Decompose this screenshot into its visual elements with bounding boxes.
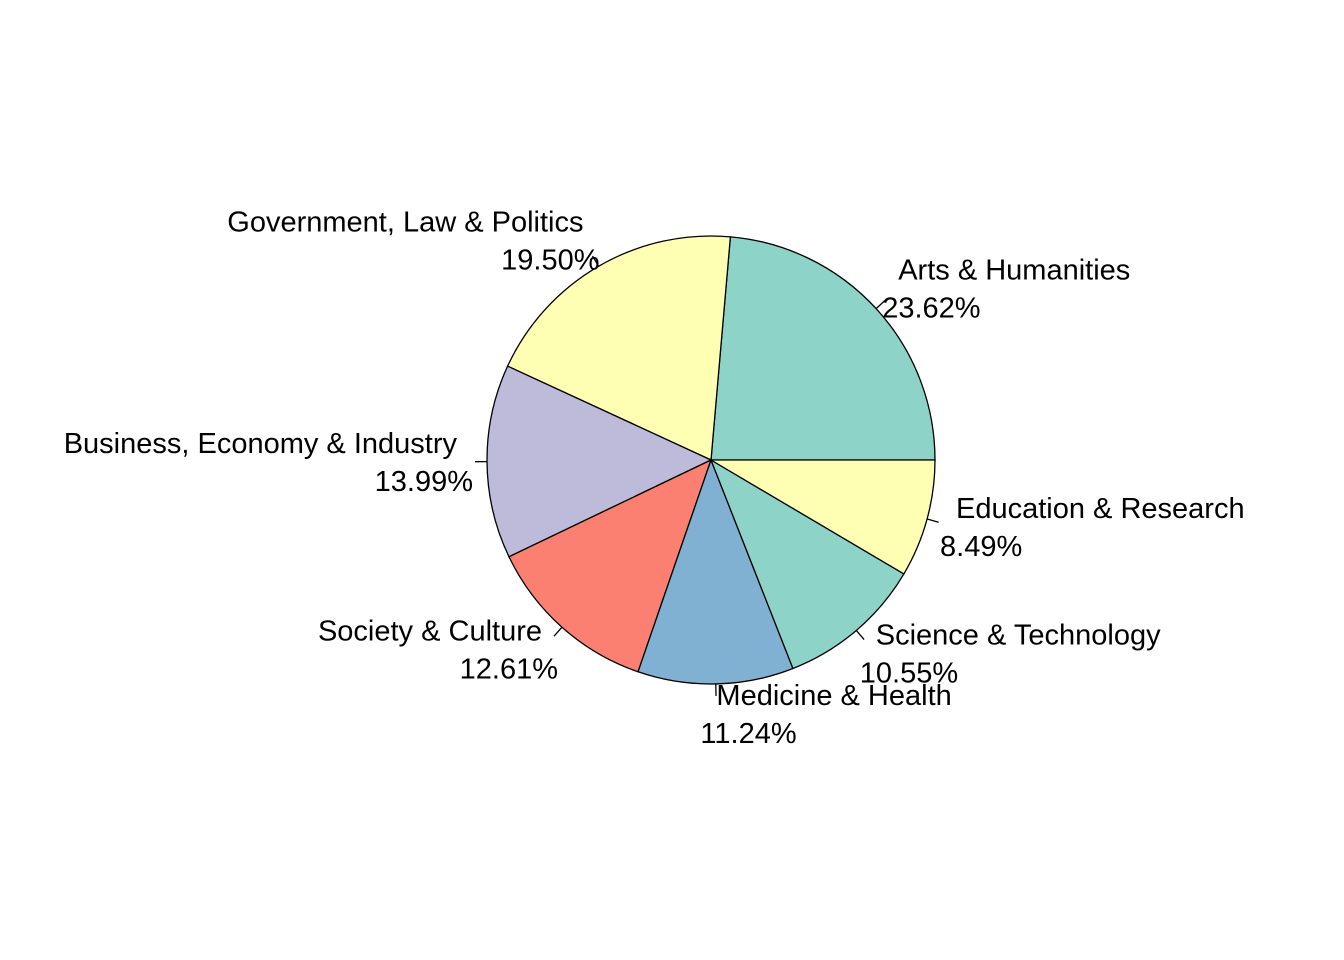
pie-tick-society-and-culture xyxy=(553,626,563,637)
pie-label-category: Business, Economy & Industry xyxy=(64,428,458,460)
pie-label-percent: 10.55% xyxy=(860,657,958,689)
pie-label-category: Science & Technology xyxy=(876,619,1161,651)
pie-tick-education-and-research xyxy=(926,518,939,523)
pie-label-percent: 8.49% xyxy=(940,531,1022,563)
pie-label-percent: 19.50% xyxy=(501,244,599,276)
pie-slice-medicine-and-health xyxy=(637,458,794,685)
pie-label-science-and-technology: Science & Technology 10.55% xyxy=(860,619,1161,689)
pie-label-arts-and-humanities: Arts & Humanities 23.62% xyxy=(882,254,1130,324)
pie-label-ticks xyxy=(475,255,939,696)
pie-label-category: Government, Law & Politics xyxy=(227,206,583,238)
pie-label-percent: 12.61% xyxy=(460,654,558,686)
pie-label-percent: 23.62% xyxy=(882,292,980,324)
pie-label-category: Education & Research xyxy=(956,493,1245,525)
pie-label-category: Society & Culture xyxy=(318,616,542,648)
pie-label-category: Medicine & Health xyxy=(716,680,951,712)
pie-slices xyxy=(486,235,936,685)
pie-slice-education-and-research xyxy=(708,459,936,575)
pie-label-percent: 13.99% xyxy=(375,466,473,498)
pie-label-government-law-and-politics: Government, Law & Politics 19.50% xyxy=(227,206,599,276)
pie-label-society-and-culture: Society & Culture 12.61% xyxy=(318,616,558,686)
pie-slice-science-and-technology xyxy=(709,458,905,670)
pie-label-percent: 11.24% xyxy=(700,718,796,750)
pie-label-category: Arts & Humanities xyxy=(898,254,1130,286)
pie-tick-arts-and-humanities xyxy=(875,300,886,310)
pie-label-medicine-and-health: Medicine & Health 11.24% xyxy=(700,680,951,750)
pie-labels: Arts & Humanities 23.62% Government, Law &… xyxy=(64,206,1245,750)
pie-label-business-economy-and-industry: Business, Economy & Industry 13.99% xyxy=(64,428,473,498)
pie-tick-government-law-and-politics xyxy=(591,255,600,267)
pie-tick-science-and-technology xyxy=(855,630,865,641)
pie-slice-government-law-and-politics xyxy=(506,235,732,461)
pie-slice-society-and-culture xyxy=(508,458,713,673)
pie-slice-arts-and-humanities xyxy=(710,236,936,461)
pie-label-education-and-research: Education & Research 8.49% xyxy=(940,493,1245,563)
